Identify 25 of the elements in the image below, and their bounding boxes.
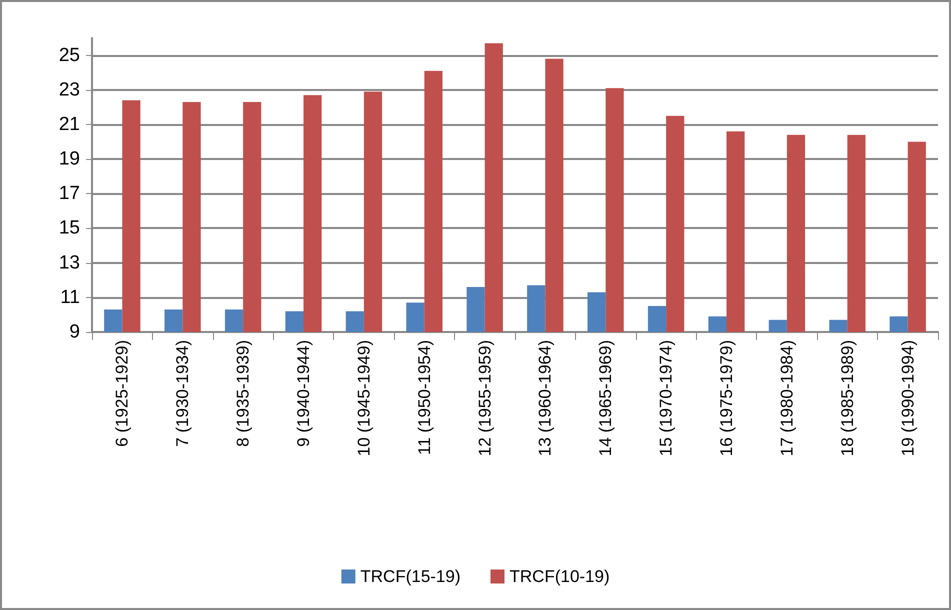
x-tick-label: 15 (1970-1974)	[656, 340, 676, 456]
x-tick-label: 17 (1980-1984)	[777, 340, 796, 456]
y-tick-label: 23	[58, 79, 80, 100]
x-tick-label: 16 (1975-1979)	[717, 340, 736, 456]
x-tick-label: 11 (1950-1954)	[414, 340, 434, 455]
y-tick-label: 11	[60, 286, 80, 308]
y-tick-label: 21	[58, 114, 80, 135]
y-tick-label: 17	[58, 183, 80, 204]
x-tick-label: 10 (1945-1949)	[354, 340, 374, 456]
x-tick-label: 7 (1930-1934)	[173, 340, 192, 447]
y-tick-label: 25	[58, 44, 80, 66]
legend-label: TRCF(15-19)	[360, 567, 460, 586]
x-tick-label: 12 (1955-1959)	[475, 340, 494, 456]
x-tick-label: 13 (1960-1964)	[536, 340, 555, 456]
x-tick-label: 14 (1965-1969)	[596, 340, 616, 456]
y-tick-label: 15	[58, 218, 80, 239]
x-tick-label: 8 (1935-1939)	[234, 340, 253, 447]
y-tick-label: 9	[69, 322, 80, 342]
x-tick-label: 19 (1990-1994)	[898, 340, 918, 456]
legend-label: TRCF(10-19)	[510, 567, 610, 586]
x-tick-label: 6 (1925-1929)	[112, 340, 132, 447]
y-tick-label: 13	[58, 252, 80, 274]
x-tick-label: 18 (1985-1989)	[838, 340, 857, 456]
x-tick-label: 9 (1940-1944)	[294, 340, 313, 447]
y-tick-label: 19	[58, 148, 80, 170]
